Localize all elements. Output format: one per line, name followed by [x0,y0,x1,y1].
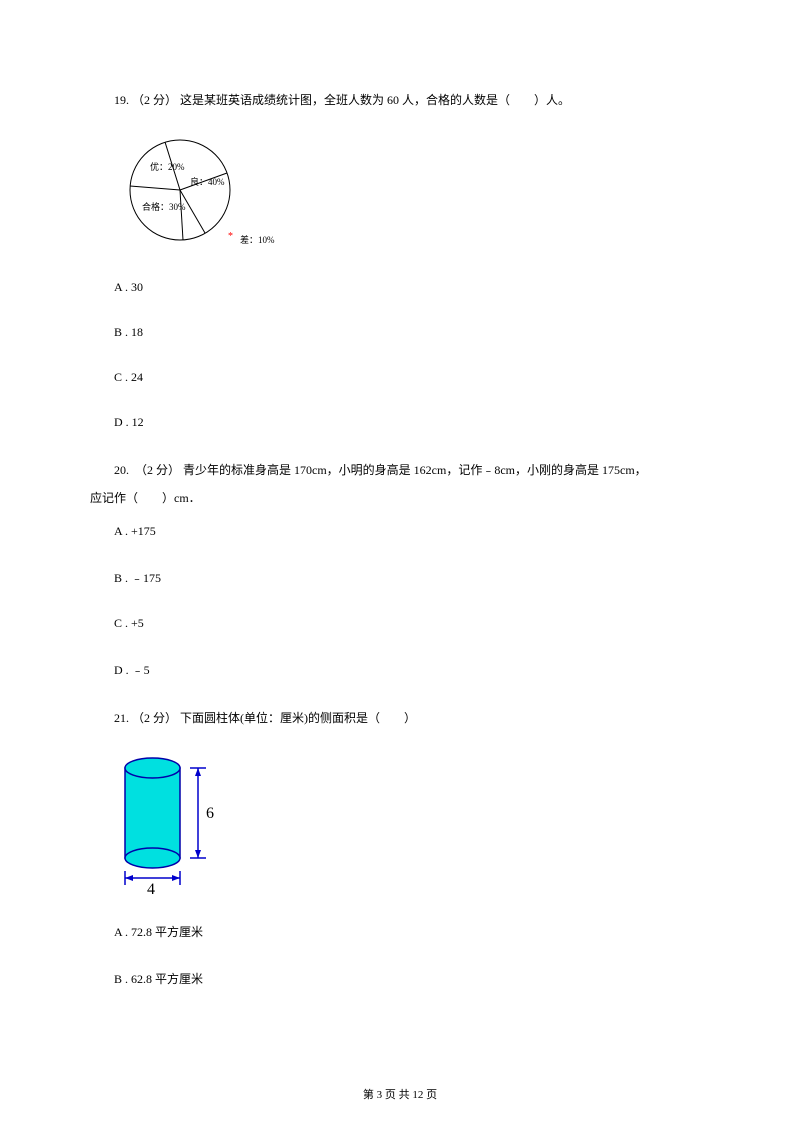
q20-body2: 应记作（ ）cm． [90,491,201,505]
diameter-label: 4 [147,881,155,898]
q20-option-d: D . ﹣5 [90,661,710,678]
height-label: 6 [206,805,214,822]
q19-option-d: D . 12 [90,415,710,430]
q20-points: （2 分） [135,463,180,477]
q19-option-a: A . 30 [90,280,710,295]
pie-label-good: 良：40% [190,176,225,187]
q20-option-c: C . +5 [90,616,710,631]
q19-option-c: C . 24 [90,370,710,385]
q21-number: 21. [114,711,129,725]
q19-text: 19. （2 分） 这是某班英语成绩统计图，全班人数为 60 人，合格的人数是（… [90,90,710,112]
pie-chart: 优：20% 良：40% 合格：30% 差：10% * [110,130,290,260]
q21-points: （2 分） [132,711,177,725]
q20-option-a: A . +175 [90,524,710,539]
q20-body1: 青少年的标准身高是 170cm，小明的身高是 162cm，记作﹣8cm，小刚的身… [183,463,647,477]
pie-label-pass: 合格：30% [142,201,186,212]
q21-text: 21. （2 分） 下面圆柱体(单位：厘米)的侧面积是（ ） [90,708,710,730]
q21-option-b: B . 62.8 平方厘米 [90,970,710,987]
page-footer: 第 3 页 共 12 页 [0,1086,800,1102]
q20-number: 20. [114,463,129,477]
q21-option-a: A . 72.8 平方厘米 [90,923,710,940]
q21-body: 下面圆柱体(单位：厘米)的侧面积是（ ） [180,711,416,725]
q20-text-cont: 应记作（ ）cm． [90,489,710,506]
cylinder-diagram: 6 4 [110,748,240,898]
q19-points: （2 分） [132,93,177,107]
pie-asterisk: * [228,231,233,242]
pie-label-poor: 差：10% [240,234,275,245]
q20-option-b: B . ﹣175 [90,569,710,586]
pie-label-excellent: 优：20% [150,161,185,172]
q19-option-b: B . 18 [90,325,710,340]
q19-body: 这是某班英语成绩统计图，全班人数为 60 人，合格的人数是（ ）人。 [180,93,570,107]
q19-number: 19. [114,93,129,107]
q20-text: 20. （2 分） 青少年的标准身高是 170cm，小明的身高是 162cm，记… [90,460,710,482]
